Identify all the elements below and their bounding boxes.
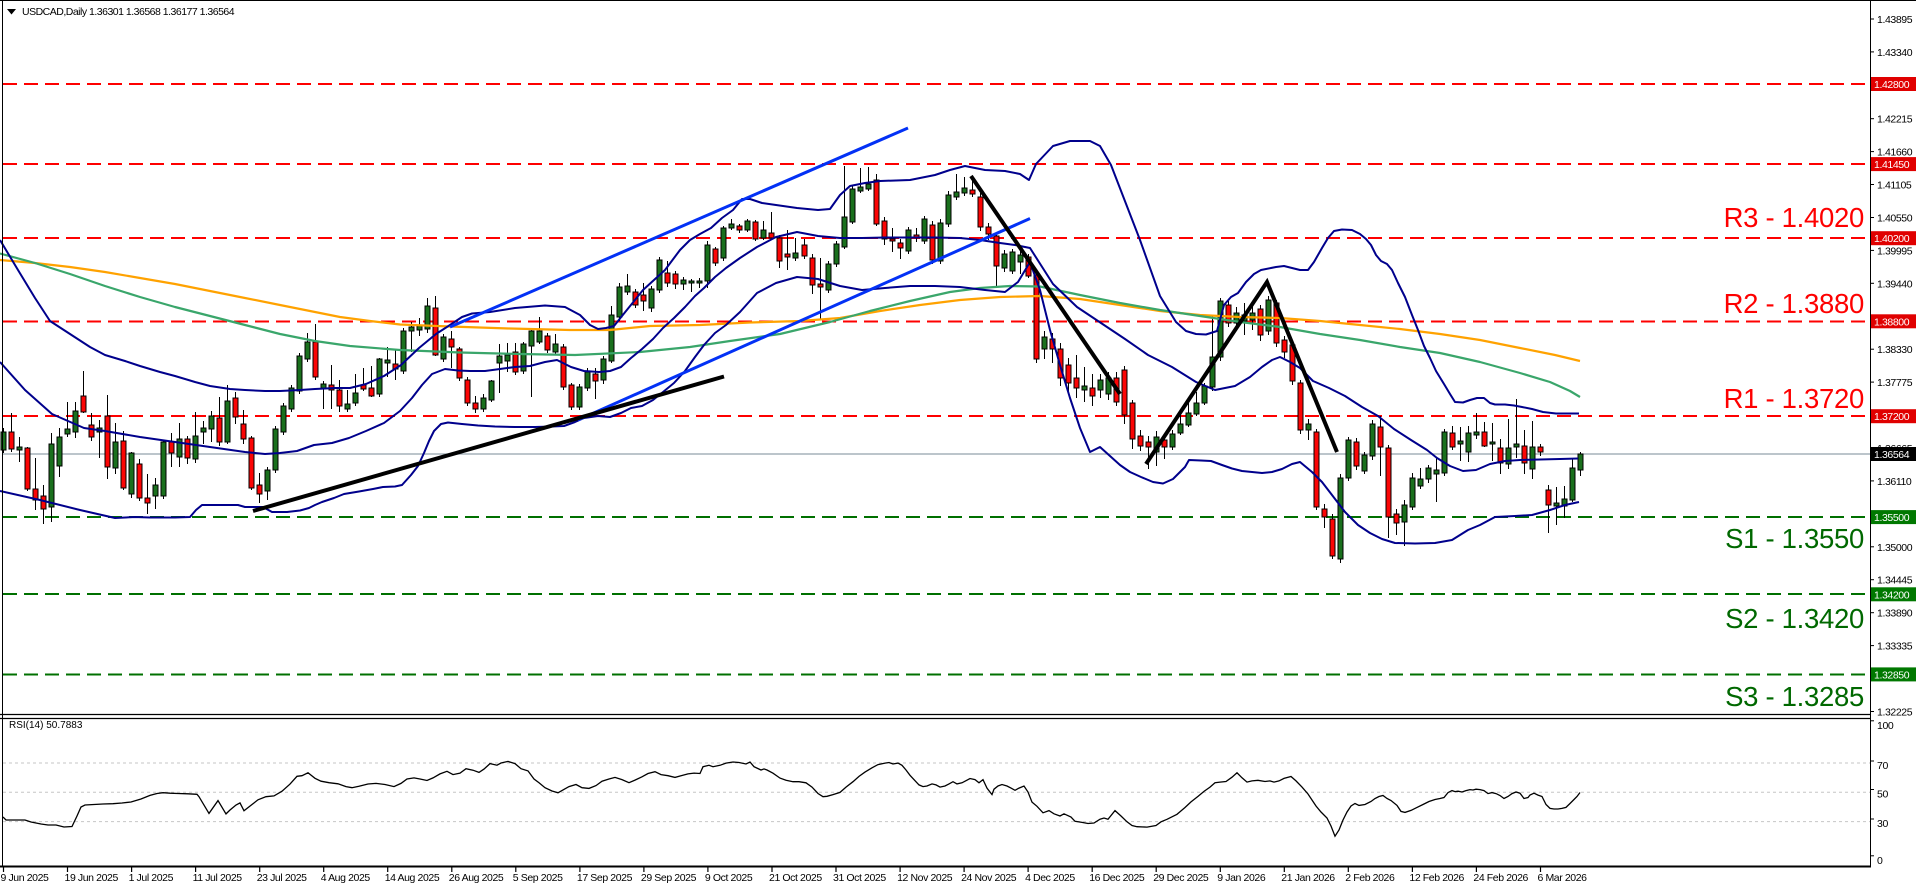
svg-text:1.41450: 1.41450 bbox=[1874, 159, 1910, 171]
svg-text:2 Feb 2026: 2 Feb 2026 bbox=[1345, 872, 1395, 884]
svg-text:14 Aug 2025: 14 Aug 2025 bbox=[385, 872, 440, 884]
svg-text:S3 - 1.3285: S3 - 1.3285 bbox=[1725, 681, 1864, 712]
svg-text:5 Sep 2025: 5 Sep 2025 bbox=[513, 872, 563, 884]
svg-text:70: 70 bbox=[1877, 760, 1888, 772]
svg-text:29 Sep 2025: 29 Sep 2025 bbox=[641, 872, 697, 884]
svg-text:21 Oct 2025: 21 Oct 2025 bbox=[769, 872, 822, 884]
svg-text:24 Feb 2026: 24 Feb 2026 bbox=[1473, 872, 1528, 884]
svg-text:R2 - 1.3880: R2 - 1.3880 bbox=[1724, 288, 1864, 319]
svg-text:1.32850: 1.32850 bbox=[1874, 669, 1910, 681]
svg-text:1.33890: 1.33890 bbox=[1877, 608, 1913, 620]
svg-text:1.42800: 1.42800 bbox=[1874, 79, 1910, 91]
svg-text:50: 50 bbox=[1877, 789, 1888, 801]
svg-text:30: 30 bbox=[1877, 818, 1888, 830]
svg-text:1.41660: 1.41660 bbox=[1877, 147, 1913, 159]
svg-text:29 Dec 2025: 29 Dec 2025 bbox=[1153, 872, 1209, 884]
svg-text:16 Dec 2025: 16 Dec 2025 bbox=[1089, 872, 1145, 884]
svg-text:1.33335: 1.33335 bbox=[1877, 641, 1913, 653]
svg-text:1.43895: 1.43895 bbox=[1877, 14, 1913, 26]
svg-text:12 Feb 2026: 12 Feb 2026 bbox=[1409, 872, 1464, 884]
svg-text:1.38330: 1.38330 bbox=[1877, 344, 1913, 356]
svg-text:1.41105: 1.41105 bbox=[1877, 180, 1912, 192]
svg-text:S2 - 1.3420: S2 - 1.3420 bbox=[1725, 603, 1864, 634]
svg-text:100: 100 bbox=[1877, 720, 1894, 732]
svg-text:1.39995: 1.39995 bbox=[1877, 245, 1913, 257]
svg-text:1.35500: 1.35500 bbox=[1874, 512, 1910, 524]
svg-text:9 Jun 2025: 9 Jun 2025 bbox=[1, 872, 50, 884]
svg-text:R1 - 1.3720: R1 - 1.3720 bbox=[1724, 383, 1864, 414]
svg-text:17 Sep 2025: 17 Sep 2025 bbox=[577, 872, 633, 884]
svg-text:1.40550: 1.40550 bbox=[1877, 213, 1913, 225]
svg-text:1.37200: 1.37200 bbox=[1874, 411, 1910, 423]
svg-text:11 Jul 2025: 11 Jul 2025 bbox=[193, 872, 243, 884]
svg-text:4 Dec 2025: 4 Dec 2025 bbox=[1025, 872, 1075, 884]
svg-text:1 Jul 2025: 1 Jul 2025 bbox=[129, 872, 174, 884]
svg-text:6 Mar 2026: 6 Mar 2026 bbox=[1538, 872, 1588, 884]
svg-text:1.36110: 1.36110 bbox=[1877, 476, 1912, 488]
svg-text:23 Jul 2025: 23 Jul 2025 bbox=[257, 872, 307, 884]
svg-text:21 Jan 2026: 21 Jan 2026 bbox=[1281, 872, 1335, 884]
svg-text:31 Oct 2025: 31 Oct 2025 bbox=[833, 872, 886, 884]
svg-text:24 Nov 2025: 24 Nov 2025 bbox=[961, 872, 1017, 884]
svg-text:1.39440: 1.39440 bbox=[1877, 278, 1913, 290]
svg-text:1.36564: 1.36564 bbox=[1874, 449, 1910, 461]
svg-text:USDCAD,Daily 1.36301 1.36568: USDCAD,Daily 1.36301 1.36568 1.36177 1.3… bbox=[22, 6, 235, 18]
svg-text:1.34200: 1.34200 bbox=[1874, 589, 1910, 601]
svg-text:26 Aug 2025: 26 Aug 2025 bbox=[449, 872, 504, 884]
svg-text:9 Oct 2025: 9 Oct 2025 bbox=[705, 872, 753, 884]
svg-text:1.34445: 1.34445 bbox=[1877, 575, 1913, 587]
svg-text:RSI(14) 50.7883: RSI(14) 50.7883 bbox=[9, 720, 83, 731]
svg-text:1.37775: 1.37775 bbox=[1877, 377, 1913, 389]
svg-text:12 Nov 2025: 12 Nov 2025 bbox=[897, 872, 953, 884]
svg-text:19 Jun 2025: 19 Jun 2025 bbox=[65, 872, 119, 884]
svg-text:1.43340: 1.43340 bbox=[1877, 47, 1913, 59]
svg-text:S1 - 1.3550: S1 - 1.3550 bbox=[1725, 523, 1864, 554]
svg-text:1.35000: 1.35000 bbox=[1877, 542, 1913, 554]
svg-text:4 Aug 2025: 4 Aug 2025 bbox=[321, 872, 371, 884]
svg-text:0: 0 bbox=[1877, 855, 1883, 867]
svg-text:1.40200: 1.40200 bbox=[1874, 233, 1910, 245]
svg-text:9 Jan 2026: 9 Jan 2026 bbox=[1217, 872, 1266, 884]
svg-text:R3 - 1.4020: R3 - 1.4020 bbox=[1724, 202, 1864, 233]
svg-text:1.32225: 1.32225 bbox=[1877, 707, 1913, 719]
svg-text:1.42215: 1.42215 bbox=[1877, 114, 1913, 126]
svg-text:1.38800: 1.38800 bbox=[1874, 316, 1910, 328]
